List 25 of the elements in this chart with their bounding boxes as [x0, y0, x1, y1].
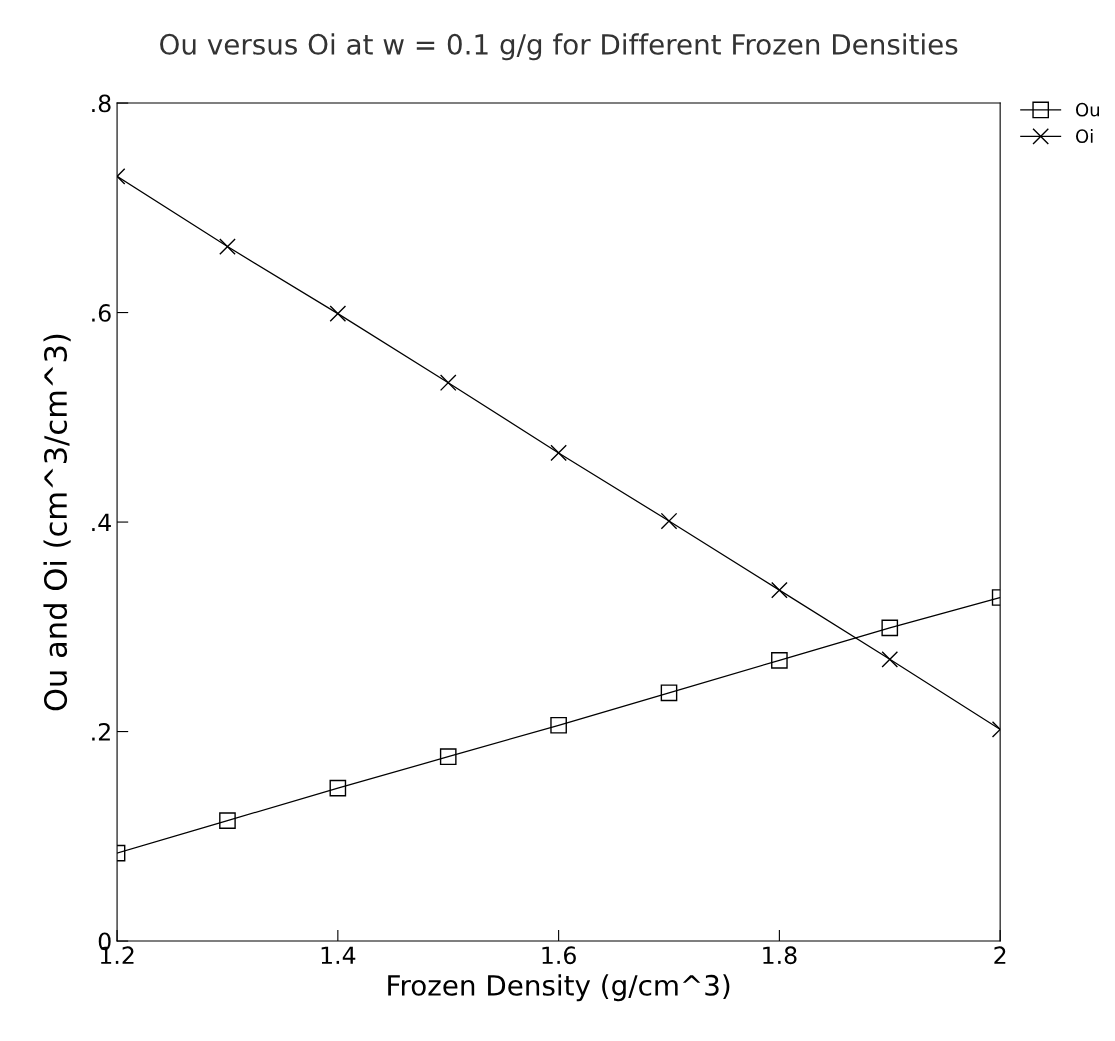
- x-tick-label: 2: [994, 946, 1006, 964]
- chart-title: Ou versus Oi at w = 0.1 g/g for Different Frozen Densities: [160, 33, 958, 61]
- point: [771, 581, 788, 599]
- point: [329, 305, 347, 322]
- point: [881, 650, 899, 668]
- x-tick-label: 1.6: [542, 946, 576, 965]
- point: [329, 779, 347, 797]
- point: [550, 716, 567, 734]
- point: [439, 748, 457, 766]
- legend-label: Ou: [1076, 102, 1099, 117]
- y-axis-title: Ou and Oi (cm^3/cm^3): [43, 334, 71, 711]
- point: [881, 619, 899, 637]
- y-tick-label: .2: [92, 723, 110, 741]
- x-axis-title: Frozen Density (g/cm^3): [388, 974, 730, 1002]
- y-tick-label: .4: [92, 513, 111, 532]
- y-tick-label: .6: [92, 304, 111, 322]
- legend-label: Oi: [1076, 129, 1093, 144]
- point: [771, 651, 788, 669]
- y-tick-label: .8: [92, 94, 111, 113]
- point: [550, 444, 567, 462]
- point: [660, 684, 678, 702]
- x-tick-label: 1.4: [321, 946, 356, 964]
- x-tick-label: 1.8: [763, 946, 797, 965]
- point: [219, 812, 236, 829]
- point: [439, 374, 457, 392]
